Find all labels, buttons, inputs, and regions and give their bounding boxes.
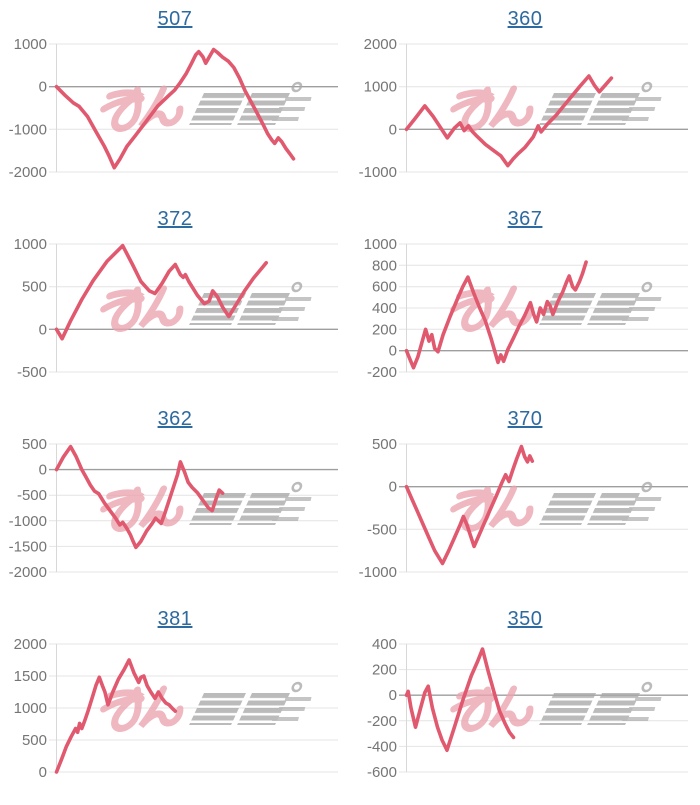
data-line — [404, 260, 588, 370]
y-tick-label: -1000 — [9, 513, 47, 530]
chart-title-row: 350 — [350, 608, 700, 631]
y-tick-label: 0 — [389, 121, 397, 138]
y-tick-label: 1000 — [14, 36, 47, 53]
y-tick-label: 1000 — [14, 236, 47, 253]
chart-cell: 372 1000 500 0 -500 — [0, 200, 350, 400]
data-line — [54, 243, 269, 341]
y-tick-label: 0 — [39, 462, 47, 479]
chart-svg: 500 0 -500 -1000 — [359, 436, 688, 581]
chart-svg: 400 200 0 -200 -400 -600 — [367, 636, 688, 781]
data-line — [404, 647, 516, 752]
y-tick-label: 0 — [39, 764, 47, 781]
y-tick-label: 0 — [389, 479, 397, 496]
y-tick-label: 2000 — [14, 636, 47, 653]
watermark-minrepo — [450, 681, 662, 732]
y-tick-label: 0 — [39, 321, 47, 338]
chart-title-link[interactable]: 362 — [157, 408, 193, 430]
y-tick-label: 0 — [389, 343, 397, 360]
chart-plot: 400 200 0 -200 -400 -600 — [350, 600, 700, 800]
watermark-minrepo — [450, 481, 662, 532]
chart-plot: 1000 500 0 -500 — [0, 200, 350, 400]
y-tick-label: 1000 — [14, 700, 47, 717]
y-tick-label: -500 — [17, 487, 47, 504]
watermark-minrepo — [450, 281, 662, 332]
chart-title-row: 367 — [350, 208, 700, 231]
y-tick-label: -2000 — [9, 564, 47, 581]
watermark-minrepo — [100, 281, 312, 332]
chart-title-row: 381 — [0, 608, 350, 631]
y-tick-label: 0 — [39, 79, 47, 96]
y-tick-label: 1000 — [364, 236, 397, 253]
chart-svg: 2000 1500 1000 500 0 — [14, 636, 338, 781]
y-tick-label: 1500 — [14, 668, 47, 685]
chart-title-row: 372 — [0, 208, 350, 231]
y-tick-label: -2000 — [9, 164, 47, 181]
y-tick-label: -400 — [367, 738, 397, 755]
chart-title-row: 507 — [0, 8, 350, 31]
data-line — [404, 444, 535, 566]
watermark-minrepo — [100, 81, 312, 132]
chart-svg: 500 0 -500 -1000 -1500 -2000 — [9, 436, 338, 581]
y-tick-label: -1000 — [359, 564, 397, 581]
chart-title-row: 362 — [0, 408, 350, 431]
chart-plot: 1000 800 600 400 200 0 -200 — [350, 200, 700, 400]
chart-title-link[interactable]: 372 — [157, 208, 193, 230]
y-tick-label: -1500 — [9, 538, 47, 555]
data-line — [54, 444, 225, 550]
watermark-minrepo — [100, 681, 312, 732]
chart-svg: 1000 800 600 400 200 0 -200 — [364, 236, 688, 381]
chart-title-row: 370 — [350, 408, 700, 431]
y-tick-label: -1000 — [9, 121, 47, 138]
chart-plot: 500 0 -500 -1000 — [350, 400, 700, 600]
y-tick-label: 1000 — [364, 79, 397, 96]
y-tick-label: -1000 — [359, 164, 397, 181]
chart-title-link[interactable]: 360 — [507, 8, 543, 30]
y-tick-label: -200 — [367, 713, 397, 730]
y-tick-label: -500 — [17, 364, 47, 381]
y-tick-label: -500 — [367, 521, 397, 538]
chart-title-link[interactable]: 370 — [507, 408, 543, 430]
chart-plot: 2000 1500 1000 500 0 — [0, 600, 350, 800]
chart-plot: 2000 1000 0 -1000 — [350, 0, 700, 200]
chart-cell: 381 2000 1500 1000 500 0 — [0, 600, 350, 800]
chart-cell: 362 500 0 -500 -1000 -1500 -2000 — [0, 400, 350, 600]
chart-cell: 360 2000 1000 0 -1000 — [350, 0, 700, 200]
y-tick-label: 400 — [372, 300, 397, 317]
y-tick-label: 500 — [372, 436, 397, 453]
chart-svg: 2000 1000 0 -1000 — [359, 36, 688, 181]
y-tick-label: 600 — [372, 279, 397, 296]
chart-title-link[interactable]: 367 — [507, 208, 543, 230]
watermark-minrepo — [450, 81, 662, 132]
chart-title-link[interactable]: 507 — [157, 8, 193, 30]
chart-svg: 1000 500 0 -500 — [14, 236, 338, 381]
chart-cell: 367 1000 800 600 400 200 0 -200 — [350, 200, 700, 400]
y-tick-label: 0 — [389, 687, 397, 704]
y-tick-label: 200 — [372, 662, 397, 679]
chart-cell: 370 500 0 -500 -1000 — [350, 400, 700, 600]
chart-plot: 500 0 -500 -1000 -1500 -2000 — [0, 400, 350, 600]
data-line — [54, 47, 296, 170]
chart-cell: 350 400 200 0 -200 -400 -600 — [350, 600, 700, 800]
y-tick-label: 400 — [372, 636, 397, 653]
y-tick-label: 200 — [372, 321, 397, 338]
chart-cell: 507 1000 0 -1000 -2000 — [0, 0, 350, 200]
y-tick-label: -200 — [367, 364, 397, 381]
y-tick-label: 500 — [22, 279, 47, 296]
chart-title-row: 360 — [350, 8, 700, 31]
chart-svg: 1000 0 -1000 -2000 — [9, 36, 338, 181]
chart-title-link[interactable]: 381 — [157, 608, 193, 630]
y-tick-label: 500 — [22, 436, 47, 453]
chart-plot: 1000 0 -1000 -2000 — [0, 0, 350, 200]
data-line — [54, 658, 178, 774]
chart-title-link[interactable]: 350 — [507, 608, 543, 630]
y-tick-label: 800 — [372, 257, 397, 274]
y-tick-label: 2000 — [364, 36, 397, 53]
data-line — [404, 74, 614, 168]
y-tick-label: 500 — [22, 732, 47, 749]
y-tick-label: -600 — [367, 764, 397, 781]
